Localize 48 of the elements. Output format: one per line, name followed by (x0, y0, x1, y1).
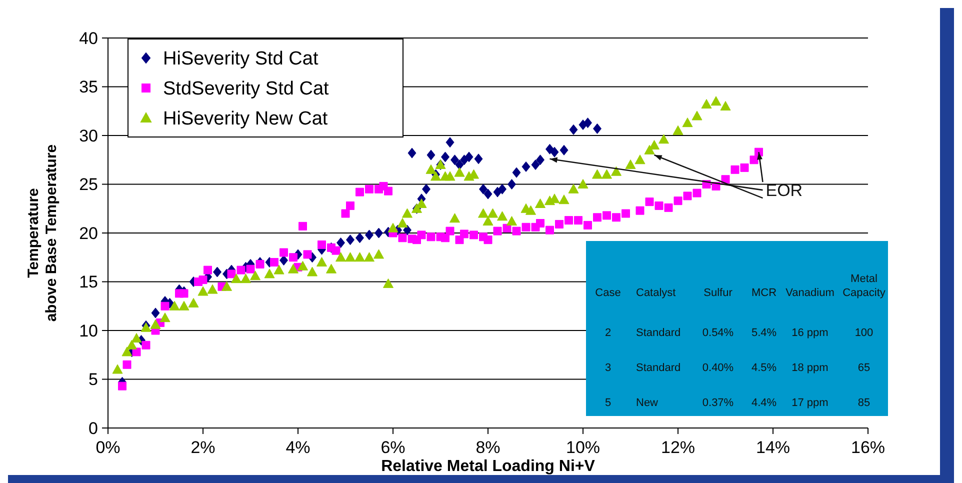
y-tick-label: 10 (79, 321, 98, 340)
x-tick-label: 4% (286, 438, 310, 457)
annotation: Catalyst (636, 287, 676, 299)
annotation: 2 (604, 327, 612, 339)
y-tick-label: 20 (79, 224, 98, 243)
x-axis-title: Relative Metal Loading Ni+V (381, 458, 596, 475)
annotation: Metal Capacity (842, 273, 886, 299)
annotation: 5 (604, 397, 612, 409)
x-tick-label: 6% (380, 438, 406, 457)
annotation: New (636, 397, 658, 409)
y-tick-label: 15 (79, 272, 98, 292)
y-tick-label: 40 (79, 28, 98, 48)
annotation: 0.37% (702, 397, 734, 409)
annotation: Vanadium (786, 287, 834, 299)
y-tick-label: 30 (79, 126, 98, 146)
annotation: 18 ppm (792, 362, 828, 374)
x-tick-label: 8% (476, 438, 500, 457)
legend-label: HiSeverity Std Cat (163, 48, 319, 70)
x-tick-label: 10% (566, 438, 600, 457)
y-tick-label: 35 (79, 78, 98, 97)
annotation: 0.54% (702, 327, 734, 339)
x-tick-label: 0% (96, 438, 120, 457)
annotation: Sulfur (704, 287, 733, 299)
annotation: Standard (636, 362, 681, 374)
y-tick-label: 25 (79, 175, 98, 194)
annotation: 100 (854, 327, 874, 339)
x-tick-label: 14% (756, 438, 790, 457)
y-tick-label: 0 (88, 418, 98, 438)
annotation: 16 ppm (792, 327, 828, 339)
annotation: 4.5% (751, 362, 777, 374)
annotation: 3 (604, 362, 612, 374)
annotation: 5.4% (751, 327, 777, 339)
annotation: 17 ppm (792, 397, 828, 409)
annotation: 0.40% (702, 362, 734, 374)
annotation: Standard (636, 327, 681, 339)
annotation: 85 (858, 397, 870, 409)
x-tick-label: 2% (190, 438, 216, 457)
y-axis-title: Temperature above Base Temperature (25, 144, 60, 322)
annotation: EOR (766, 181, 803, 200)
annotation: Case (595, 287, 621, 299)
x-tick-label: 16% (850, 438, 886, 457)
annotation: 65 (858, 362, 870, 374)
annotation: 4.4% (751, 397, 777, 409)
annotation: MCR (751, 287, 777, 299)
legend-label: HiSeverity New Cat (163, 108, 328, 130)
x-tick-label: 12% (660, 438, 696, 457)
legend-label: StdSeverity Std Cat (163, 78, 330, 100)
y-tick-label: 5 (88, 370, 98, 390)
